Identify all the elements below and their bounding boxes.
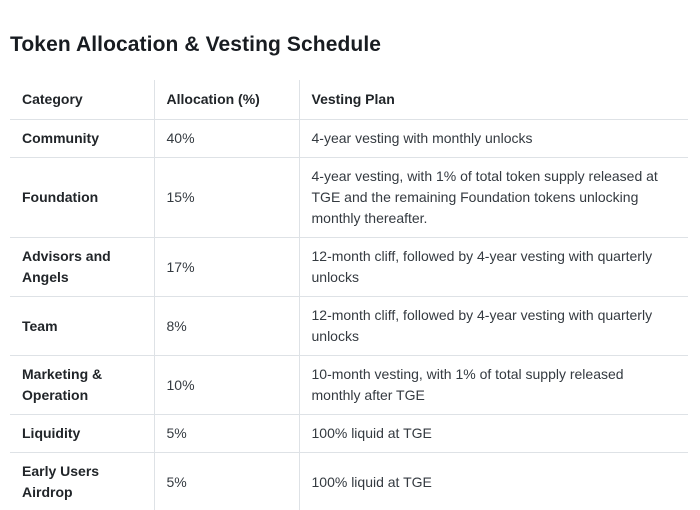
- vesting-plan-cell: 100% liquid at TGE: [298, 414, 688, 453]
- table-row: Team 8% 12-month cliff, followed by 4-ye…: [10, 296, 688, 356]
- page-title: Token Allocation & Vesting Schedule: [10, 33, 382, 56]
- category-cell: Marketing & Operation: [10, 355, 154, 415]
- allocation-cell: 40%: [153, 119, 299, 158]
- vesting-plan-cell: 12-month cliff, followed by 4-year vesti…: [298, 296, 688, 356]
- vesting-plan-cell: 10-month vesting, with 1% of total suppl…: [298, 355, 688, 415]
- vesting-plan-cell: 4-year vesting, with 1% of total token s…: [298, 157, 688, 238]
- category-cell: Foundation: [10, 157, 154, 238]
- allocation-cell: 5%: [153, 452, 299, 510]
- category-cell: Community: [10, 119, 154, 158]
- allocation-cell: 5%: [153, 414, 299, 453]
- vesting-plan-cell: 12-month cliff, followed by 4-year vesti…: [298, 237, 688, 297]
- vesting-plan-cell: 4-year vesting with monthly unlocks: [298, 119, 688, 158]
- table-body: Community 40% 4-year vesting with monthl…: [10, 119, 688, 510]
- table-header: Category Allocation (%) Vesting Plan: [10, 80, 688, 120]
- allocation-cell: 17%: [153, 237, 299, 297]
- column-header-allocation: Allocation (%): [153, 80, 299, 120]
- header-row: Category Allocation (%) Vesting Plan: [10, 80, 688, 120]
- table-row: Foundation 15% 4-year vesting, with 1% o…: [10, 157, 688, 238]
- category-cell: Liquidity: [10, 414, 154, 453]
- allocation-table: Category Allocation (%) Vesting Plan Com…: [10, 80, 688, 510]
- page: Token Allocation & Vesting Schedule Cate…: [0, 31, 700, 510]
- vesting-plan-cell: 100% liquid at TGE: [298, 452, 688, 510]
- allocation-cell: 10%: [153, 355, 299, 415]
- allocation-cell: 15%: [153, 157, 299, 238]
- category-cell: Advisors and Angels: [10, 237, 154, 297]
- column-header-category: Category: [10, 80, 154, 120]
- category-cell: Team: [10, 296, 154, 356]
- table-row: Liquidity 5% 100% liquid at TGE: [10, 414, 688, 453]
- table-row: Community 40% 4-year vesting with monthl…: [10, 119, 688, 158]
- allocation-cell: 8%: [153, 296, 299, 356]
- table-row: Marketing & Operation 10% 10-month vesti…: [10, 355, 688, 415]
- column-header-vesting-plan: Vesting Plan: [298, 80, 688, 120]
- category-cell: Early Users Airdrop: [22, 463, 100, 500]
- table-row: Early Users Airdrop 5% 100% liquid at TG…: [10, 452, 688, 510]
- table-row: Advisors and Angels 17% 12-month cliff, …: [10, 237, 688, 297]
